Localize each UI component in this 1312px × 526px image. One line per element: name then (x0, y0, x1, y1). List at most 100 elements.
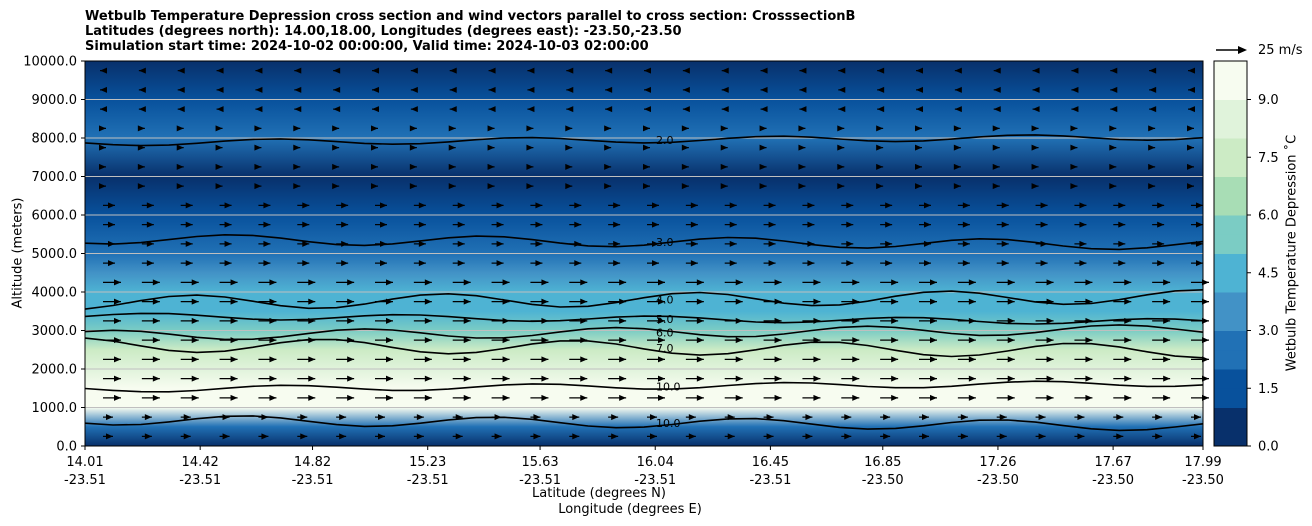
wind-vector-head (1187, 144, 1194, 151)
y-tick-label: 9000.0 (32, 93, 78, 108)
wind-vector-head (852, 394, 860, 401)
wind-vector-head (798, 183, 806, 190)
wind-vector-head (176, 183, 184, 190)
wind-vector-head (535, 221, 543, 228)
wind-vector-head (1163, 298, 1171, 305)
wind-vector-head (1046, 279, 1054, 286)
x-tick-label-lon: -23.51 (179, 473, 221, 488)
wind-vector-head (644, 67, 651, 74)
x-tick-label-lat: 17.26 (979, 455, 1016, 470)
title-line-1: Wetbulb Temperature Depression cross sec… (85, 9, 856, 24)
wind-vector-head (1124, 394, 1132, 401)
x-tick-label-lon: -23.51 (749, 473, 791, 488)
wind-vector-head (222, 433, 230, 440)
wind-vector-head (409, 125, 417, 132)
wind-vector-head (650, 433, 657, 440)
wind-vector-head (798, 125, 806, 132)
wind-vector-head (1070, 125, 1078, 132)
x-tick-label-lon: -23.50 (977, 473, 1019, 488)
wind-vector-head (185, 240, 193, 247)
wind-vector-head (488, 86, 496, 93)
wind-vector-head (760, 67, 768, 74)
wind-vector-head (774, 317, 782, 324)
y-tick-label: 5000.0 (32, 247, 78, 262)
wind-vector-head (613, 221, 621, 228)
wind-vector-head (176, 144, 184, 151)
wind-vector-head (254, 183, 262, 190)
wind-vector-head (566, 86, 574, 93)
wind-vector-head (1031, 144, 1039, 151)
wind-vector-head (807, 221, 815, 228)
wind-vector-head (735, 356, 743, 363)
wind-vector-head (255, 106, 263, 113)
wind-vector-head (696, 337, 704, 344)
wind-vector-head (100, 86, 107, 93)
wind-vector-head (1085, 317, 1093, 324)
wind-vector-head (774, 375, 782, 382)
wind-vector-head (99, 163, 106, 170)
wind-vector-head (574, 202, 582, 209)
x-tick-label-lat: 16.45 (752, 455, 789, 470)
wind-vector-head (720, 183, 728, 190)
wind-vector-head (1007, 317, 1015, 324)
wind-vector-head (915, 144, 922, 151)
wind-vector-head (269, 337, 277, 344)
wind-vector-head (380, 240, 387, 247)
wind-vector-head (496, 221, 504, 228)
wind-vector-head (799, 67, 807, 74)
wind-vector-head (1031, 163, 1039, 170)
wind-vector-head (1040, 202, 1048, 209)
wind-vector-head (604, 125, 612, 132)
wind-vector-head (813, 356, 821, 363)
wind-vector-head (696, 279, 704, 286)
wind-vector-head (813, 394, 821, 401)
wind-vector-head (137, 125, 145, 132)
wind-vector-head (760, 106, 768, 113)
wind-vector-head (302, 202, 310, 209)
wind-vector-head (768, 260, 776, 267)
wind-vector-head (418, 260, 426, 267)
wind-vector-head (215, 144, 223, 151)
x-tick-label-lon: -23.51 (519, 473, 561, 488)
wind-vector-head (1124, 337, 1132, 344)
contour-line (84, 134, 1204, 147)
wind-vector-head (729, 221, 737, 228)
wind-vector-head (463, 337, 471, 344)
title-line-3: Simulation start time: 2024-10-02 00:00:… (85, 39, 649, 54)
colorbar-segment (1214, 292, 1247, 312)
wind-vector-head (1032, 106, 1040, 113)
colorbar-segment (1214, 215, 1247, 235)
wind-vector-head (565, 125, 573, 132)
wind-vector-head (805, 433, 813, 440)
wind-vector-head (527, 106, 535, 113)
wind-vector-head (1118, 221, 1126, 228)
wind-vector-head (953, 163, 961, 170)
wind-vector-head (1046, 375, 1054, 382)
wind-vector-head (185, 202, 193, 209)
wind-vector-head (1124, 375, 1132, 382)
wind-vector-head (953, 144, 961, 151)
wind-vectors (99, 67, 1209, 440)
wind-vector-head (953, 183, 961, 190)
wind-vector-head (386, 337, 393, 344)
wind-vector-head (774, 298, 782, 305)
wind-vector-head (993, 67, 1001, 74)
wind-vector-head (138, 86, 146, 93)
y-tick-label: 8000.0 (32, 132, 78, 147)
colorbar-label: Wetbulb Temperature Depression ˚C (1284, 134, 1300, 372)
wind-vector-head (333, 67, 341, 74)
wind-vector-head (1070, 144, 1078, 151)
wind-vector-head (341, 260, 349, 267)
wind-vector-head (216, 106, 224, 113)
colorbar-tick-label: 1.5 (1258, 382, 1279, 397)
wind-vector-head (838, 67, 846, 74)
wind-vector-head (455, 414, 463, 421)
wind-vector-head (215, 183, 223, 190)
wind-vector-head (658, 394, 665, 401)
wind-vector-head (968, 394, 976, 401)
wind-vector-head (999, 433, 1007, 440)
wind-vector-head (114, 356, 121, 363)
wind-vector-head (953, 125, 961, 132)
wind-vector-head (216, 67, 224, 74)
wind-vector-head (176, 163, 184, 170)
